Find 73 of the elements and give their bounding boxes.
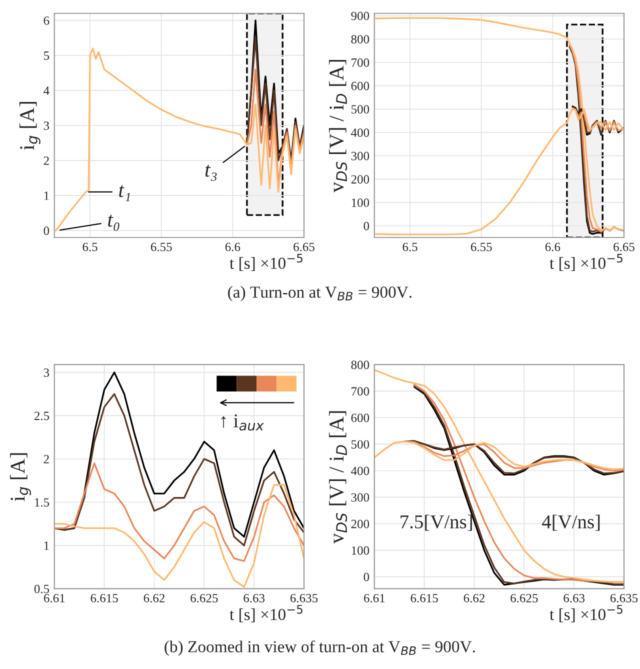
y-tick-label: 500 — [352, 440, 370, 449]
x-tick-label: 6.5 — [82, 242, 98, 252]
y-tick-label: 4 — [44, 86, 50, 95]
y-tick-label: 2 — [44, 454, 49, 464]
y-axis-title: v$_{DS}$ [V] / i$_{D}$ [A] — [328, 411, 348, 544]
x-tick-label: 6.615 — [90, 594, 118, 602]
line-series — [54, 462, 304, 562]
x-tick-label: 6.55 — [150, 242, 172, 252]
y-tick-label: 6 — [44, 16, 50, 25]
y-tick-label: 1 — [44, 192, 49, 200]
x-tick-label: 6.625 — [510, 594, 538, 602]
y-tick-label: 100 — [352, 546, 370, 555]
y-tick-label: 200 — [351, 175, 370, 184]
y-tick-label: 5 — [44, 52, 50, 60]
y-tick-label: 200 — [351, 520, 370, 528]
x-tick-label: 6.635 — [610, 594, 638, 602]
x-tick-label: 6.63 — [244, 594, 265, 602]
y-tick-label: 400 — [351, 128, 370, 137]
y-tick-label: 600 — [351, 82, 370, 90]
x-axis-title: t [s] ×10$^{−5}$ — [230, 605, 302, 622]
y-tick-label: 0 — [364, 572, 370, 582]
line-series — [374, 369, 624, 583]
x-axis-title: t [s] ×10$^{−5}$ — [230, 254, 302, 271]
y-axis-title: v$_{DS}$ [V] / i$_{D}$ [A] — [328, 60, 348, 192]
annotation: t₃ — [205, 164, 217, 181]
x-tick-label: 6.625 — [190, 594, 218, 602]
y-tick-label: 300 — [351, 493, 370, 502]
x-tick-label: 6.62 — [144, 594, 164, 602]
y-tick-label: 0 — [364, 222, 370, 230]
annotation: 4[V/ns] — [542, 514, 600, 531]
x-axis-title: t [s] ×10$^{−5}$ — [550, 605, 622, 622]
x-tick-label: 6.6 — [225, 242, 240, 252]
x-tick-label: 6.635 — [290, 594, 318, 602]
annotation: 7.5[V/ns] — [400, 514, 472, 531]
line-series — [54, 48, 304, 232]
y-axis-title: i$_{g}$ [A] — [10, 453, 31, 502]
y-tick-label: 2 — [44, 156, 49, 165]
annotation: ↑ i$_{aux}$ — [221, 414, 264, 431]
x-tick-label: 6.62 — [464, 594, 484, 602]
y-tick-label: 100 — [352, 198, 370, 207]
text: (a) Turn-on at V$_{BB}$ = 900V. — [228, 286, 412, 302]
x-tick-label: 6.61 — [44, 594, 65, 602]
y-tick-label: 0 — [44, 226, 50, 235]
y-tick-label: 2.5 — [34, 412, 50, 420]
line-series — [54, 393, 304, 546]
y-tick-label: 800 — [351, 35, 370, 44]
y-axis-title: i$_{g}$ [A] — [19, 102, 40, 150]
y-tick-label: 0.5 — [34, 584, 50, 594]
x-tick-label: 6.63 — [564, 594, 585, 602]
annotation: t₀ — [108, 214, 120, 231]
y-tick-label: 1.5 — [35, 498, 50, 507]
x-tick-label: 6.65 — [614, 242, 634, 252]
x-tick-label: 6.5 — [402, 242, 418, 252]
line-series — [374, 17, 624, 232]
y-tick-label: 900 — [351, 12, 370, 20]
y-tick-label: 800 — [351, 360, 370, 370]
y-tick-label: 400 — [351, 466, 370, 476]
y-tick-label: 700 — [352, 58, 370, 67]
x-tick-label: 6.6 — [545, 242, 560, 252]
x-tick-label: 6.615 — [410, 594, 438, 602]
y-tick-label: 600 — [351, 414, 370, 422]
y-tick-label: 1 — [44, 542, 49, 550]
x-tick-label: 6.65 — [294, 242, 314, 252]
y-tick-label: 700 — [352, 387, 370, 396]
x-tick-label: 6.55 — [470, 242, 492, 252]
x-tick-label: 6.61 — [364, 594, 385, 602]
x-axis-title: t [s] ×10$^{−5}$ — [550, 254, 622, 271]
y-tick-label: 3 — [44, 121, 50, 130]
y-tick-label: 3 — [44, 368, 50, 377]
y-tick-label: 500 — [352, 105, 370, 114]
y-tick-label: 300 — [351, 152, 370, 160]
text: (b) Zoomed in view of turn-on at V$_{BB}$ = 900V. — [164, 640, 475, 656]
annotation: t₁ — [119, 185, 130, 202]
